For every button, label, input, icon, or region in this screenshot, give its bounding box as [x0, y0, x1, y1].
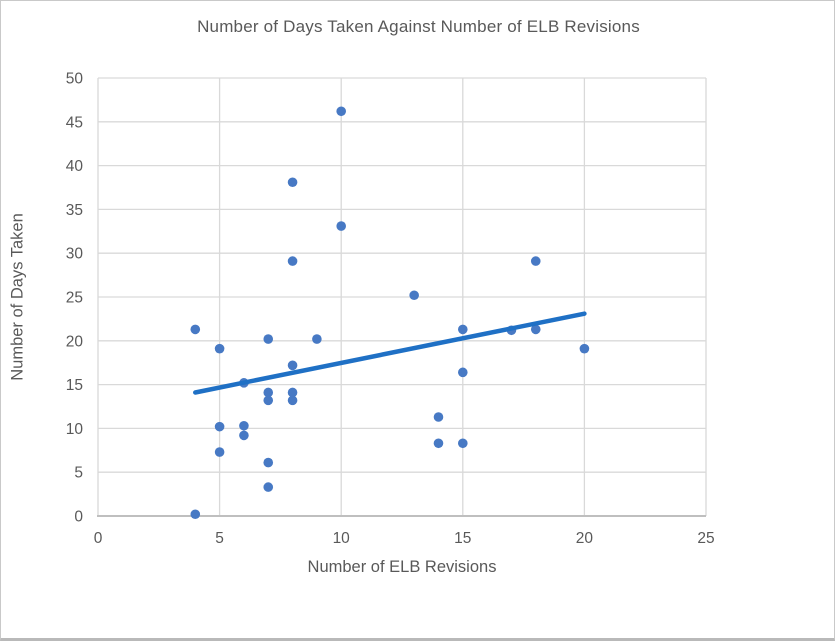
data-point	[433, 438, 444, 449]
data-point	[214, 447, 225, 457]
y-tick-label: 35	[66, 202, 83, 219]
trendline	[193, 311, 587, 395]
data-point	[458, 438, 468, 449]
data-point	[263, 387, 274, 398]
data-point	[190, 324, 201, 335]
data-point	[263, 482, 274, 492]
y-tick-label: 20	[66, 333, 84, 350]
y-tick-label: 30	[66, 246, 84, 263]
y-tick-label: 45	[66, 114, 83, 131]
y-tick-label: 5	[74, 465, 83, 482]
y-tick-label: 40	[66, 158, 84, 175]
x-tick-label: 25	[697, 530, 714, 547]
data-point	[214, 421, 225, 432]
x-tick-label: 15	[454, 530, 471, 547]
data-point	[409, 290, 419, 301]
data-point	[239, 420, 249, 431]
x-tick-label: 5	[215, 530, 224, 547]
x-axis-title: Number of ELB Revisions	[307, 558, 497, 576]
data-point	[287, 387, 298, 398]
data-point	[287, 395, 298, 406]
x-tick-label: 20	[576, 530, 594, 547]
y-tick-label: 0	[74, 509, 83, 526]
data-point	[458, 324, 468, 335]
data-point	[214, 343, 225, 354]
y-tick-label: 10	[66, 421, 84, 438]
y-axis-title: Number of Days Taken	[8, 213, 27, 381]
data-point	[336, 106, 347, 117]
data-point	[458, 367, 468, 378]
x-tick-label: 10	[333, 530, 351, 547]
chart-title: Number of Days Taken Against Number of E…	[197, 17, 640, 36]
data-point	[530, 256, 541, 266]
data-point	[312, 334, 322, 344]
data-point	[287, 360, 298, 371]
y-tick-label: 50	[66, 71, 84, 88]
data-point	[530, 324, 541, 335]
data-point	[263, 395, 274, 406]
data-point	[263, 457, 274, 468]
data-point	[579, 343, 590, 354]
data-point	[239, 430, 249, 441]
data-point	[433, 412, 444, 422]
x-tick-label: 0	[94, 530, 103, 547]
y-tick-label: 15	[66, 377, 83, 394]
data-point	[336, 221, 347, 231]
data-point	[190, 509, 201, 520]
data-point	[287, 177, 298, 188]
y-tick-label: 25	[66, 290, 83, 307]
data-point	[263, 334, 274, 344]
data-point	[287, 256, 298, 266]
